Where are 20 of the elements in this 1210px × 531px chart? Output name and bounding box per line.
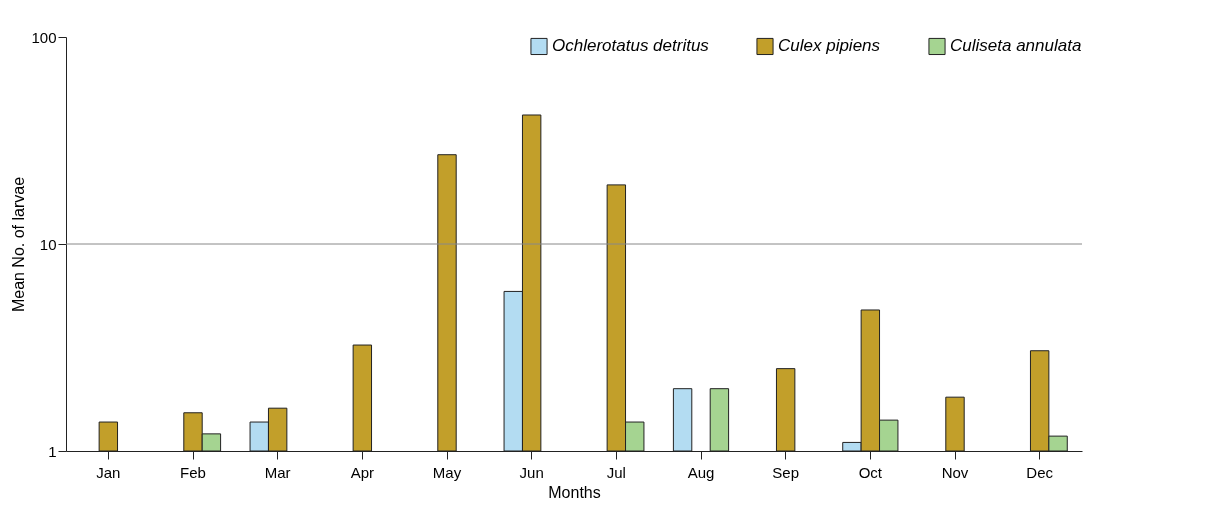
y-axis-title: Mean No. of larvae xyxy=(10,176,28,313)
legend-label: Culiseta annulata xyxy=(950,36,1082,56)
legend-label: Ochlerotatus detritus xyxy=(552,36,710,56)
x-tick-label: Oct xyxy=(858,463,883,481)
x-tick-label: Nov xyxy=(941,463,969,481)
x-tick-label: Jul xyxy=(606,463,626,481)
x-tick-label: Jun xyxy=(519,463,544,481)
legend-label: Culex pipiens xyxy=(778,36,881,56)
y-tick-label: 100 xyxy=(31,28,57,46)
y-tick-label: 1 xyxy=(48,442,57,460)
x-tick-label: Apr xyxy=(350,463,375,481)
x-tick-label: Aug xyxy=(687,463,715,481)
x-tick-label: Dec xyxy=(1026,463,1054,481)
x-axis-title: Months xyxy=(548,483,601,501)
y-tick-label: 10 xyxy=(39,235,57,253)
x-tick-label: Jan xyxy=(96,463,121,481)
x-tick-label: Sep xyxy=(772,463,800,481)
x-tick-label: Mar xyxy=(264,463,291,481)
x-tick-label: May xyxy=(432,463,462,481)
x-tick-label: Feb xyxy=(180,463,206,481)
